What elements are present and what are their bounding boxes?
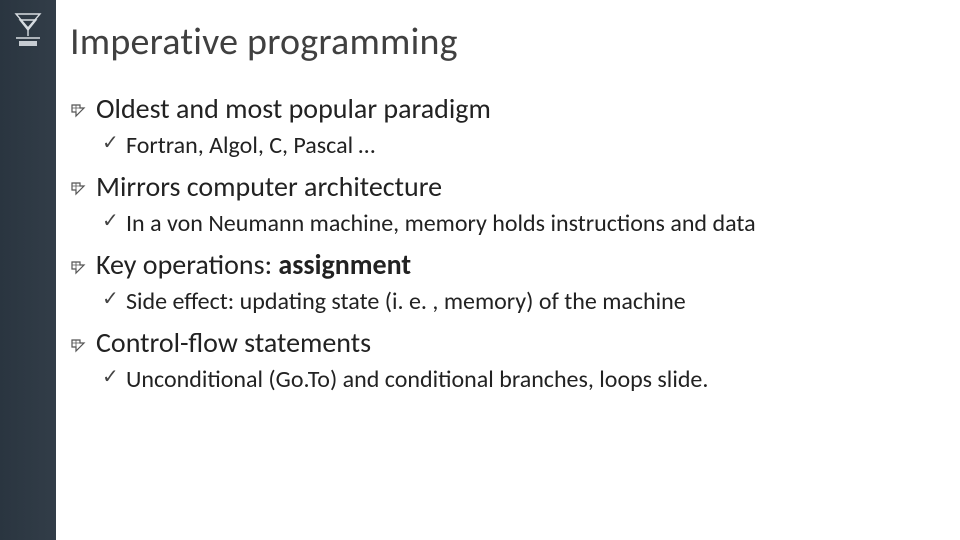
bullet-lvl1: Mirrors computer architecture [70, 168, 928, 206]
sidebar [0, 0, 56, 540]
bullet-lvl2: Fortran, Algol, C, Pascal … [70, 130, 928, 162]
bullet-lvl2: Unconditional (Go.To) and conditional br… [70, 364, 928, 396]
bullet-lvl2: In a von Neumann machine, memory holds i… [70, 208, 928, 240]
slide-content: Imperative programming Oldest and most p… [56, 0, 960, 540]
bullet-lvl1: Key operations: assignment [70, 246, 928, 284]
bullet-lvl1: Oldest and most popular paradigm [70, 90, 928, 128]
bullet-list: Oldest and most popular paradigmFortran,… [70, 90, 928, 397]
slide-title: Imperative programming [70, 22, 928, 64]
bullet-lvl2: Side effect: updating state (i. e. , mem… [70, 286, 928, 318]
bullet-lvl1: Control-flow statements [70, 324, 928, 362]
logo-icon [6, 6, 50, 50]
